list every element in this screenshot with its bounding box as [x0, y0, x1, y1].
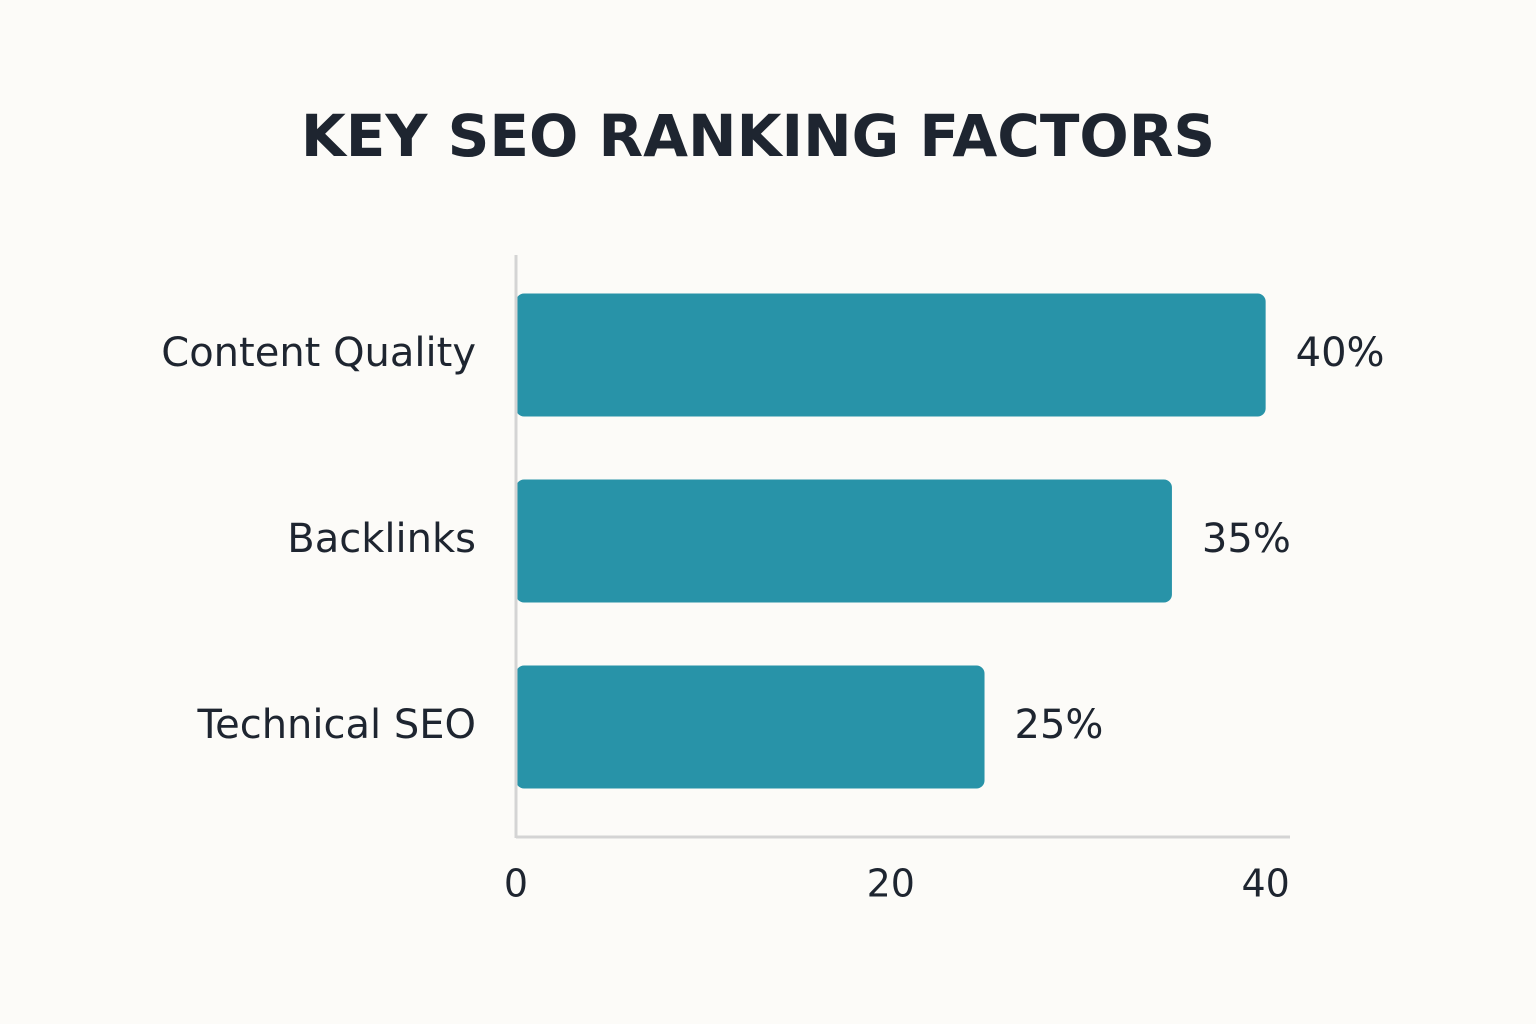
- value-label: 35%: [1202, 516, 1291, 562]
- value-label: 25%: [1015, 702, 1104, 748]
- bar: [516, 665, 985, 789]
- value-label: 40%: [1296, 330, 1385, 376]
- y-tick-label: Content Quality: [161, 330, 476, 376]
- x-tick-label: 0: [504, 862, 528, 906]
- x-tick-label: 40: [1241, 862, 1289, 906]
- y-tick-label: Technical SEO: [196, 702, 476, 748]
- bar: [516, 479, 1172, 603]
- x-tick-label: 20: [867, 862, 915, 906]
- bar: [516, 293, 1266, 417]
- chart-title: KEY SEO RANKING FACTORS: [301, 102, 1215, 170]
- y-tick-label: Backlinks: [287, 516, 476, 562]
